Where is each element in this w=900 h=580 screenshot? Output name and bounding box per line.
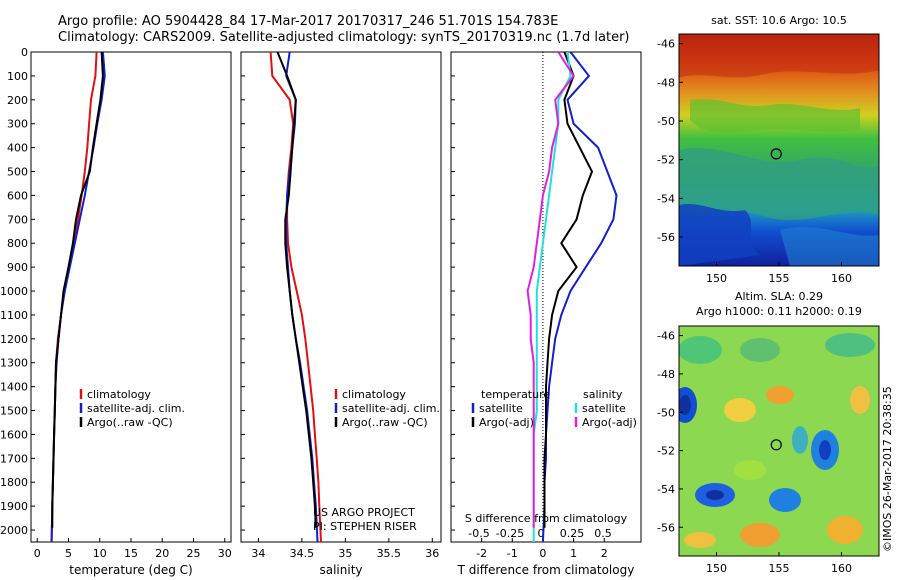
map-y-tick-label: -56 (657, 521, 675, 534)
x-axis-label: T difference from climatology (457, 563, 635, 577)
x-tick-label: 25 (187, 547, 201, 560)
map-x-tick-label: 150 (706, 272, 727, 285)
x-tick-label: 10 (93, 547, 107, 560)
salinity-panel (240, 51, 442, 543)
y-tick-label: 1600 (0, 428, 28, 441)
x-tick-label: 35.5 (377, 547, 402, 560)
map-y-tick-label: -48 (657, 76, 675, 89)
y-tick-label: 1700 (0, 452, 28, 465)
x-tick-label: 0 (539, 547, 546, 560)
map-title: Altim. SLA: 0.29 (735, 290, 823, 303)
series-line (532, 52, 572, 542)
y-tick-label: 400 (7, 142, 28, 155)
map-title: sat. SST: 10.6 Argo: 10.5 (711, 14, 847, 27)
top-tick-label: -0.5 (468, 527, 489, 540)
series-line (276, 52, 317, 528)
figure-title-line1: Argo profile: AO 5904428_84 17-Mar-2017 … (58, 14, 559, 29)
map-y-tick-label: -56 (657, 231, 675, 244)
series-line (50, 52, 98, 542)
y-tick-label: 1900 (0, 500, 28, 513)
x-tick-label: -1 (507, 547, 518, 560)
map-y-tick-label: -54 (657, 192, 675, 205)
y-tick-label: 1400 (0, 381, 28, 394)
y-tick-label: 2000 (0, 524, 28, 537)
top-tick-label: -0.25 (496, 527, 524, 540)
map-y-tick-label: -54 (657, 483, 675, 496)
top-tick-label: 0.25 (560, 527, 585, 540)
x-tick-label: 1 (570, 547, 577, 560)
x-tick-label: 34.5 (290, 547, 315, 560)
argo-position-marker (770, 148, 782, 160)
legend-label: climatology (87, 388, 151, 401)
y-tick-label: 0 (21, 46, 28, 59)
x-tick-label: 15 (124, 547, 138, 560)
map-y-tick-label: -48 (657, 368, 675, 381)
series-line (543, 52, 594, 528)
x-tick-label: 35 (338, 547, 352, 560)
map-subtitle: Argo h1000: 0.11 h2000: 0.19 (696, 305, 862, 318)
y-tick-label: 700 (7, 213, 28, 226)
legend-label: Argo(..raw -QC) (342, 416, 428, 429)
legend-title: salinity (583, 388, 623, 401)
x-tick-label: 34 (251, 547, 265, 560)
y-tick-label: 1200 (0, 333, 28, 346)
map-y-tick-label: -52 (657, 154, 675, 167)
x-axis-label: salinity (319, 563, 362, 577)
top-axis-label: S difference from climatology (465, 512, 628, 525)
y-tick-label: 1300 (0, 357, 28, 370)
map-y-tick-label: -46 (657, 38, 675, 51)
series-line (541, 52, 618, 542)
legend-label: satellite-adj. clim. (342, 402, 440, 415)
y-tick-label: 500 (7, 166, 28, 179)
legend-label: satellite (582, 402, 626, 415)
difference-panel (450, 51, 642, 543)
top-tick-label: 0 (538, 527, 545, 540)
y-tick-label: 1000 (0, 285, 28, 298)
legend-label: Argo(..raw -QC) (87, 416, 173, 429)
legend-label: Argo(-adj) (479, 416, 534, 429)
legend-label: satellite-adj. clim. (87, 402, 185, 415)
x-tick-label: 20 (155, 547, 169, 560)
map-y-tick-label: -46 (657, 330, 675, 343)
legend-title: temperature (481, 388, 550, 401)
y-tick-label: 100 (7, 70, 28, 83)
y-tick-label: 900 (7, 261, 28, 274)
legend-label: satellite (479, 402, 523, 415)
map-x-tick-label: 155 (769, 562, 790, 575)
map-x-tick-label: 160 (831, 562, 852, 575)
legend-label: climatology (342, 388, 406, 401)
legend-label: Argo(-adj) (582, 416, 637, 429)
y-tick-label: 600 (7, 189, 28, 202)
x-tick-label: 30 (218, 547, 232, 560)
y-tick-label: 800 (7, 237, 28, 250)
x-tick-label: 5 (65, 547, 72, 560)
y-tick-label: 200 (7, 94, 28, 107)
map-x-tick-label: 150 (706, 562, 727, 575)
argo-position-marker (770, 439, 782, 451)
map-y-tick-label: -52 (657, 445, 675, 458)
y-tick-label: 1100 (0, 309, 28, 322)
temperature-panel (30, 51, 232, 543)
map-y-tick-label: -50 (657, 115, 675, 128)
y-tick-label: 1500 (0, 405, 28, 418)
x-tick-label: 0 (34, 547, 41, 560)
x-tick-label: -2 (476, 547, 487, 560)
sla-map (679, 326, 879, 556)
map-y-tick-label: -50 (657, 406, 675, 419)
x-tick-label: 36 (425, 547, 439, 560)
series-line (51, 52, 104, 528)
series-line (526, 52, 575, 528)
x-tick-label: 2 (601, 547, 608, 560)
y-tick-label: 300 (7, 118, 28, 131)
map-x-tick-label: 160 (831, 272, 852, 285)
map-x-tick-label: 155 (769, 272, 790, 285)
x-axis-label: temperature (deg C) (69, 563, 192, 577)
figure-title-line2: Climatology: CARS2009. Satellite-adjuste… (58, 30, 630, 45)
y-tick-label: 1800 (0, 476, 28, 489)
top-tick-label: 0.5 (594, 527, 612, 540)
